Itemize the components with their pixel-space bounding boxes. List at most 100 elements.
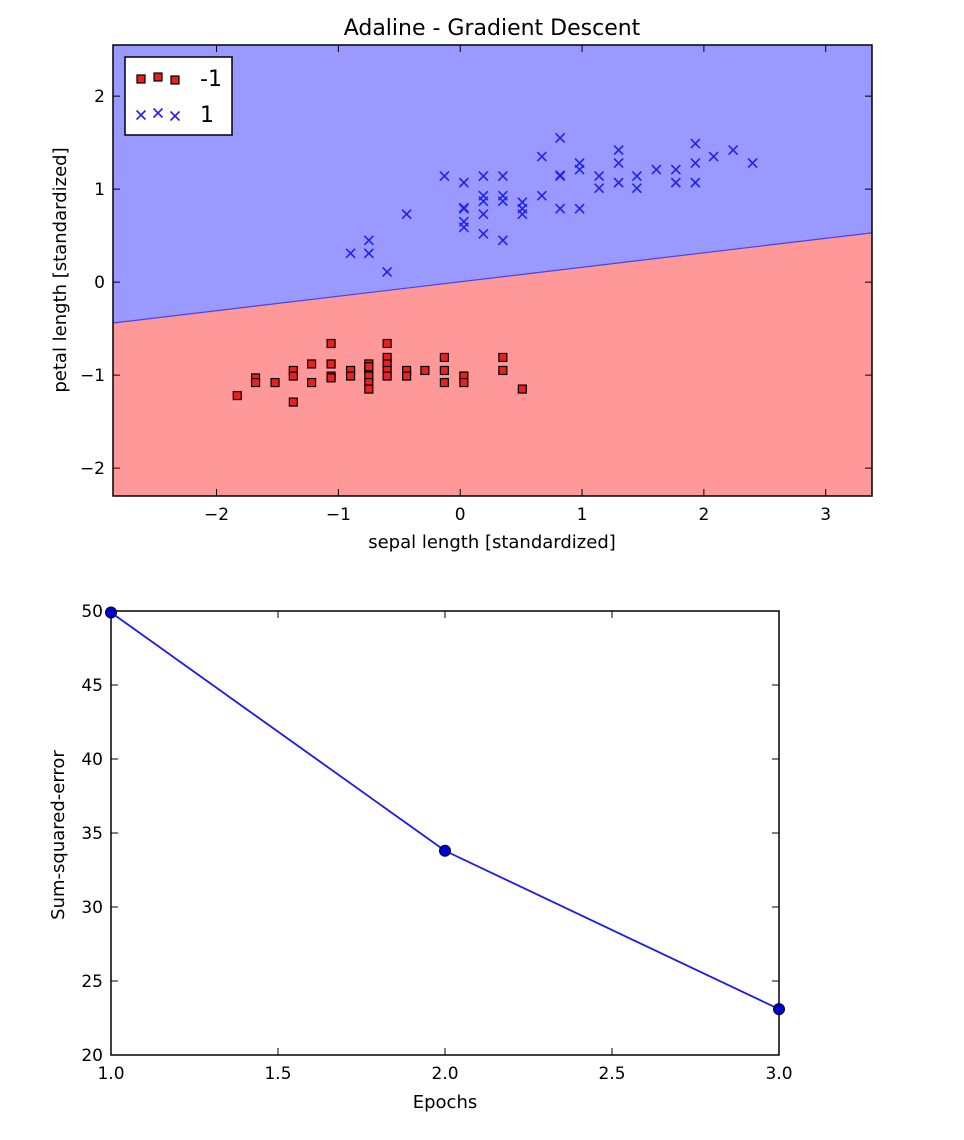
point-class-1 xyxy=(382,266,393,277)
legend-x-marker xyxy=(152,107,164,119)
region-class-1 xyxy=(113,45,872,324)
legend-x-marker xyxy=(135,109,147,121)
point-class-minus-1 xyxy=(439,352,449,363)
point-class-1 xyxy=(690,177,701,188)
sse-point xyxy=(439,844,451,857)
point-class-minus-1 xyxy=(498,352,508,363)
point-class-minus-1 xyxy=(306,359,317,369)
x-tick-label: 3.0 xyxy=(765,1064,792,1084)
point-class-1 xyxy=(555,203,566,214)
point-class-1 xyxy=(690,158,701,169)
y-tick-label: 35 xyxy=(81,824,103,844)
legend-label-minus-1: -1 xyxy=(200,67,222,92)
point-class-1 xyxy=(728,145,739,156)
point-class-1 xyxy=(613,145,624,156)
point-class-minus-1 xyxy=(270,377,280,388)
chart1-y-ticks: −2 −1 0 1 2 xyxy=(80,87,872,479)
point-class-minus-1 xyxy=(326,338,336,349)
point-class-minus-1 xyxy=(517,384,527,394)
point-class-1 xyxy=(478,209,489,220)
x-tick-label: 1.0 xyxy=(97,1064,124,1084)
chart2-frame xyxy=(110,610,780,1056)
legend-square-marker xyxy=(170,75,180,85)
legend-label-1: 1 xyxy=(200,103,214,128)
point-class-minus-1 xyxy=(402,371,412,381)
region-class-minus-1 xyxy=(113,232,872,496)
point-class-minus-1 xyxy=(439,377,449,388)
x-tick-label: 2.5 xyxy=(598,1064,625,1084)
cost-chart: 1.0 1.5 2.0 2.5 3.0 20 25 30 35 40 45 50 Epochs Su… xyxy=(48,602,793,1113)
y-tick-label: 45 xyxy=(81,676,103,696)
point-class-minus-1 xyxy=(382,338,392,349)
y-tick-label: 20 xyxy=(81,1046,103,1066)
point-class-minus-1 xyxy=(326,373,336,383)
point-class-1 xyxy=(478,190,489,201)
point-class-1 xyxy=(613,177,624,188)
legend-marker-minus-1 xyxy=(136,72,180,85)
point-class-minus-1 xyxy=(364,384,374,394)
point-class-1 xyxy=(536,190,547,201)
chart1-x-label: sepal length [standardized] xyxy=(368,532,616,553)
chart1-frame xyxy=(112,44,873,497)
y-tick-label: 30 xyxy=(81,898,103,918)
sse-point xyxy=(105,606,117,619)
x-tick-label: 0 xyxy=(455,505,466,525)
scatter-points xyxy=(232,132,758,407)
point-class-1 xyxy=(497,235,508,246)
point-class-1 xyxy=(517,197,528,208)
point-class-minus-1 xyxy=(288,371,298,381)
legend-square-marker xyxy=(136,74,146,84)
y-tick-label: 50 xyxy=(81,602,103,622)
point-class-1 xyxy=(574,203,585,214)
point-class-1 xyxy=(345,248,356,259)
point-class-1 xyxy=(555,170,566,181)
y-tick-label: 40 xyxy=(81,750,103,770)
point-class-1 xyxy=(613,158,624,169)
point-class-minus-1 xyxy=(306,377,317,388)
point-class-1 xyxy=(574,158,585,169)
point-class-minus-1 xyxy=(288,397,298,407)
chart1-x-ticks: −2 −1 0 1 2 3 xyxy=(204,45,831,525)
point-class-minus-1 xyxy=(364,362,374,372)
chart2-x-label: Epochs xyxy=(413,1092,478,1113)
point-class-1 xyxy=(439,171,450,182)
point-class-minus-1 xyxy=(232,390,242,401)
legend-marker-1 xyxy=(135,107,181,122)
point-class-1 xyxy=(670,177,681,188)
y-tick-label: 1 xyxy=(94,180,105,200)
chart2-x-ticks: 1.0 1.5 2.0 2.5 3.0 xyxy=(97,611,793,1084)
point-class-1 xyxy=(497,171,508,182)
x-tick-label: 3 xyxy=(820,505,831,525)
point-class-1 xyxy=(555,132,566,144)
point-class-1 xyxy=(651,164,662,175)
point-class-1 xyxy=(594,171,605,182)
y-tick-label: 25 xyxy=(81,972,103,992)
point-class-1 xyxy=(631,171,642,182)
legend-x-marker xyxy=(169,110,181,122)
decision-boundary xyxy=(113,232,872,324)
chart1-title: Adaline - Gradient Descent xyxy=(344,16,641,41)
y-tick-label: 2 xyxy=(94,87,105,107)
point-class-minus-1 xyxy=(439,365,449,376)
decision-region-chart: Adaline - Gradient Descent −2 −1 0 1 2 3 −2 −1… xyxy=(50,16,873,553)
y-tick-label: −1 xyxy=(80,366,105,386)
point-class-1 xyxy=(670,164,681,175)
x-tick-label: 2 xyxy=(698,505,709,525)
point-class-1 xyxy=(401,209,412,220)
point-class-1 xyxy=(478,171,489,182)
legend-square-marker xyxy=(153,72,163,82)
sse-point xyxy=(773,1003,785,1016)
x-tick-label: 2.0 xyxy=(431,1064,458,1084)
point-class-1 xyxy=(631,183,642,194)
point-class-minus-1 xyxy=(382,371,392,381)
chart1-y-label: petal length [standardized] xyxy=(50,147,71,392)
legend-box xyxy=(124,56,233,136)
x-tick-label: −1 xyxy=(326,505,351,525)
chart2-y-label: Sum-squared-error xyxy=(48,750,69,920)
y-tick-label: −2 xyxy=(80,459,105,479)
point-class-minus-1 xyxy=(345,371,356,381)
point-class-1 xyxy=(497,190,508,201)
point-class-minus-1 xyxy=(459,377,469,388)
point-class-minus-1 xyxy=(250,377,261,388)
point-class-1 xyxy=(363,235,374,246)
